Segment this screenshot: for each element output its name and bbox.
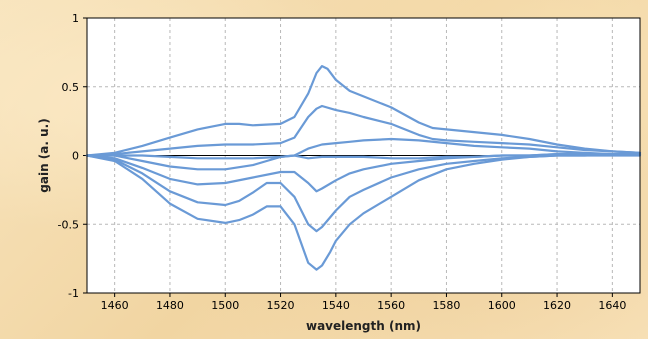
x-tick-label: 1540 xyxy=(322,299,350,312)
x-tick-label: 1500 xyxy=(211,299,239,312)
series-line-3 xyxy=(85,137,642,160)
x-tick-label: 1600 xyxy=(488,299,516,312)
x-tick-label: 1620 xyxy=(543,299,571,312)
series-line-1 xyxy=(85,65,642,157)
x-axis-title: wavelength (nm) xyxy=(306,319,421,333)
x-tick-label: 1640 xyxy=(598,299,626,312)
x-tick-label: 1560 xyxy=(377,299,405,312)
x-tick-label: 1520 xyxy=(267,299,295,312)
series-line-7 xyxy=(85,154,642,271)
series-line-2 xyxy=(85,104,642,157)
y-tick-label: 0.5 xyxy=(62,81,80,94)
plot-frame xyxy=(86,17,641,294)
y-ticks: -1 -0.5 0 0.5 1 xyxy=(58,12,87,300)
y-axis-title: gain (a. u.) xyxy=(37,118,51,192)
y-tick-label: 0 xyxy=(72,150,79,163)
y-tick-label: 1 xyxy=(72,12,79,25)
x-tick-label: 1480 xyxy=(156,299,184,312)
x-tick-label: 1580 xyxy=(432,299,460,312)
series-group xyxy=(85,65,642,271)
y-tick-label: -0.5 xyxy=(58,218,79,231)
series-line-5 xyxy=(85,153,642,193)
y-tick-label: -1 xyxy=(68,287,79,300)
x-tick-label: 1460 xyxy=(101,299,129,312)
x-ticks: 1460 1480 1500 1520 1540 1560 1580 1600 1620 1640 xyxy=(101,293,626,312)
